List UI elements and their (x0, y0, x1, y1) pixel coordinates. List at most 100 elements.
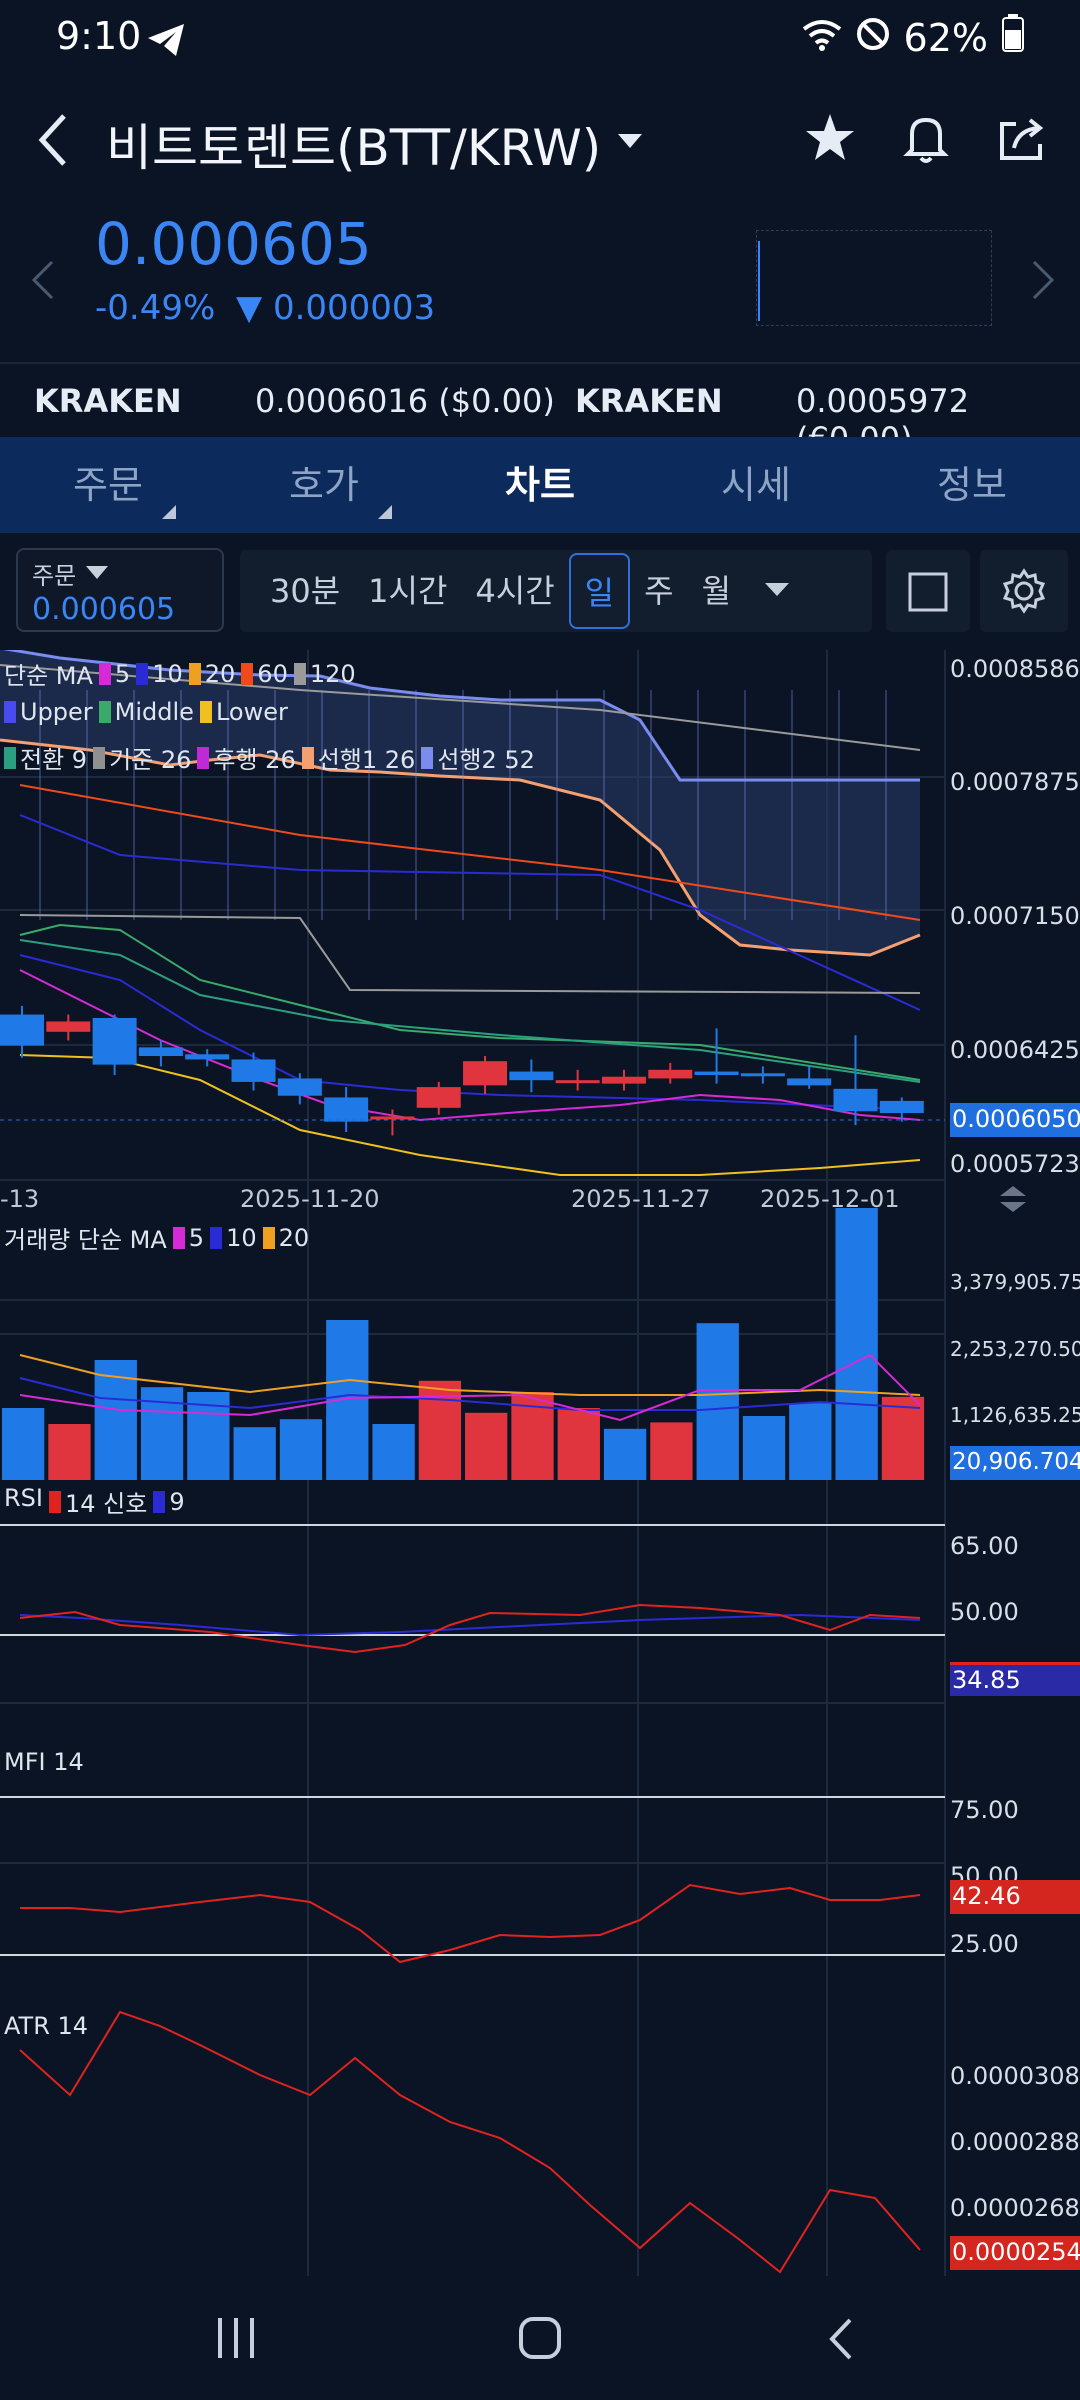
price-axis-label: 0.0007150 (950, 902, 1080, 930)
ichimoku-legend-item: 후행 26 (197, 740, 296, 775)
rsi-legend: RSI 14 신호 9 (4, 1484, 185, 1519)
legend-text: 9 (169, 1487, 185, 1516)
candle-body (740, 1073, 785, 1077)
period-month[interactable]: 월 (701, 572, 732, 610)
legend-text: 선행2 52 (437, 746, 535, 774)
recent-apps-button[interactable] (216, 2316, 256, 2364)
volume-ma-5-line (19, 1353, 921, 1422)
candle-body (509, 1071, 554, 1081)
date-label: 2025-12-01 (760, 1185, 900, 1213)
volume-bar (789, 1403, 832, 1480)
candle-body (0, 1014, 44, 1046)
atr-line (19, 2010, 921, 2274)
telegram-icon (146, 22, 186, 62)
corner-triangle-icon (162, 505, 176, 519)
tab-chart[interactable]: 차트 (505, 463, 575, 507)
ichimoku-legend-item: 선행1 26 (301, 740, 415, 775)
tab-info[interactable]: 정보 (937, 463, 1007, 507)
volume-legend: 거래량 단순 MA 5 10 20 (4, 1220, 309, 1255)
atr-current-tag: 0.0000254 (950, 2236, 1080, 2270)
legend-text: 60 (257, 659, 288, 688)
legend-text: 5 (188, 1223, 205, 1252)
ichimoku-leading-span-1 (0, 738, 921, 957)
tab-order[interactable]: 주문 (0, 437, 216, 533)
atr-axis-label: 0.0000288 (950, 2128, 1080, 2156)
volume-bar (742, 1416, 786, 1480)
app-header: 비트토렌트(BTT/KRW) (0, 90, 1080, 200)
volume-current-tag: 20,906.704 (950, 1446, 1080, 1480)
period-4h[interactable]: 4시간 (475, 572, 555, 610)
star-icon[interactable] (802, 110, 858, 170)
volume-bar (48, 1424, 91, 1480)
period-week[interactable]: 주 (644, 572, 674, 610)
candle-body (648, 1069, 693, 1079)
legend-swatch (4, 746, 16, 769)
atr-axis-label: 0.0000308 (950, 2062, 1080, 2090)
prev-coin-button[interactable] (30, 258, 56, 312)
period-30m[interactable]: 30분 (270, 572, 341, 610)
chevron-down-icon (765, 582, 790, 596)
order-value: 0.000605 (32, 592, 176, 627)
volume-ma-20-line (19, 1354, 921, 1396)
legend-text: Middle (114, 698, 194, 726)
ichimoku-legend-item: 기준 26 (93, 740, 191, 775)
volume-ma-10-line (19, 1377, 921, 1411)
volume-axis-label: 1,126,635.250 (950, 1403, 1080, 1427)
legend-swatch (197, 746, 210, 769)
atr-legend: ATR 14 (4, 2012, 89, 2040)
legend-text: 후행 26 (213, 746, 296, 774)
candle-body (879, 1100, 924, 1113)
square-icon (908, 572, 948, 612)
main-legend-ichimoku: 전환 9 기준 26 후행 26 선행1 26 선행2 52 (4, 740, 535, 775)
legend-text: 10 (152, 659, 183, 688)
page-title[interactable]: 비트토렌트(BTT/KRW) (106, 119, 602, 177)
chevron-down-icon[interactable] (618, 134, 642, 154)
period-day[interactable]: 일 (568, 553, 631, 629)
change-percent: -0.49% (95, 288, 216, 328)
volume-bar (279, 1419, 323, 1480)
legend-text: 기준 26 (109, 746, 192, 774)
legend-swatch (262, 1226, 275, 1249)
battery-icon (1002, 14, 1024, 61)
next-coin-button[interactable] (1030, 258, 1056, 312)
legend-text: 14 신호 (65, 1490, 148, 1518)
rsi-legend-item: 14 신호 (49, 1484, 147, 1519)
back-button[interactable] (34, 108, 74, 176)
legend-swatch (4, 701, 16, 723)
chart-area[interactable] (0, 646, 1080, 2276)
ma-legend-item: 5 (98, 660, 130, 688)
home-button[interactable] (518, 2316, 562, 2364)
bollinger-legend-item: Lower (199, 698, 288, 726)
sparkline-chart (756, 230, 992, 326)
drawing-tool-button[interactable] (886, 550, 970, 632)
bollinger-legend-item: Middle (98, 698, 194, 726)
battery-level: 62% (903, 15, 988, 60)
ichimoku-legend-item: 선행2 52 (421, 740, 535, 775)
share-icon[interactable] (994, 110, 1050, 170)
period-selector: 30분 1시간 4시간 일 주 월 (240, 550, 872, 632)
system-back-button[interactable] (826, 2316, 856, 2366)
main-tabs: 주문 호가 차트 시세 정보 (0, 437, 1080, 533)
candle-body (694, 1071, 739, 1075)
price-axis-label: 0.0005723 (950, 1150, 1080, 1178)
legend-swatch (136, 662, 149, 685)
resize-handle-icon[interactable] (998, 1186, 1028, 1216)
tab-market[interactable]: 시세 (721, 463, 791, 507)
legend-text: 10 (226, 1223, 257, 1252)
date-label: -13 (0, 1185, 40, 1213)
date-label: 2025-11-20 (240, 1185, 380, 1213)
chart-settings-button[interactable] (980, 550, 1068, 632)
status-right: 62% (802, 14, 1024, 61)
bell-icon[interactable] (898, 110, 954, 170)
atr-axis-label: 0.0000268 (950, 2194, 1080, 2222)
period-1h[interactable]: 1시간 (368, 572, 448, 610)
ma-120-line (0, 664, 921, 751)
rsi-legend-item: 9 (153, 1484, 185, 1519)
tab-orderbook[interactable]: 호가 (216, 437, 432, 533)
legend-swatch (172, 1226, 185, 1249)
period-more-button[interactable] (745, 582, 809, 601)
rsi-current-tag: 34.85 (950, 1662, 1080, 1696)
order-price-selector[interactable]: 주문 0.000605 (16, 548, 224, 632)
volume-axis-label: 2,253,270.501 (950, 1337, 1080, 1361)
mfi-line (20, 1883, 921, 1964)
